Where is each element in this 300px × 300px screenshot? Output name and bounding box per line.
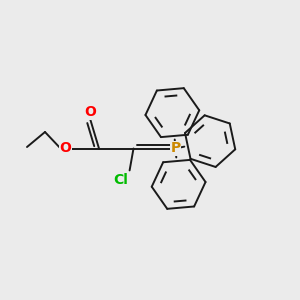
Text: O: O bbox=[59, 142, 71, 155]
Text: P: P bbox=[170, 142, 181, 155]
Text: O: O bbox=[84, 105, 96, 119]
Text: Cl: Cl bbox=[113, 173, 128, 187]
